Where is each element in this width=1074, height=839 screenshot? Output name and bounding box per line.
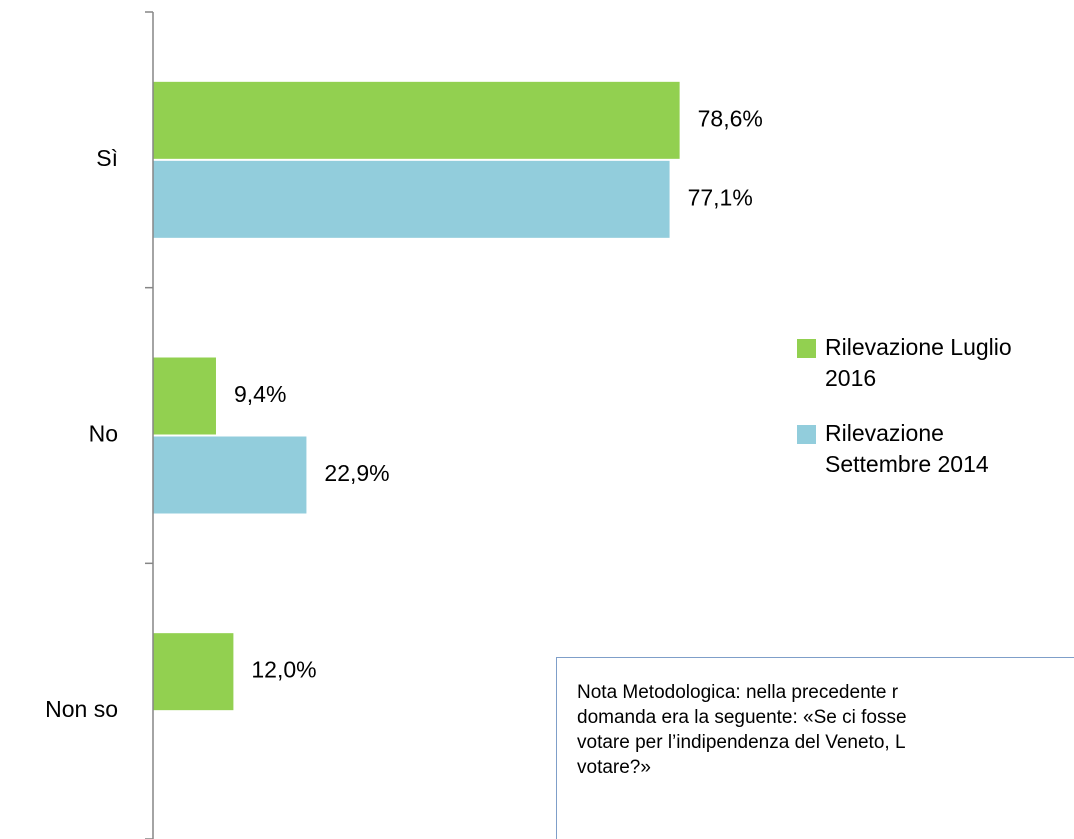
note-line: votare?»: [577, 757, 651, 778]
bar: [153, 633, 234, 711]
data-label: 78,6%: [698, 105, 763, 131]
data-label: 77,1%: [688, 184, 753, 210]
data-label: 22,9%: [324, 460, 389, 486]
bar: [153, 81, 680, 159]
bar: [153, 357, 216, 435]
legend-item: Rilevazione Luglio 2016: [797, 332, 1015, 394]
y-tick-label: No: [89, 421, 118, 447]
note-line: domanda era la seguente: «Se ci fosse: [577, 707, 907, 728]
legend-label: Rilevazione Luglio 2016: [825, 334, 1012, 391]
bar: [153, 436, 307, 514]
bar: [153, 160, 670, 238]
legend: Rilevazione Luglio 2016 Rilevazione Sette…: [797, 332, 1015, 504]
legend-swatch: [797, 339, 816, 358]
y-tick-label: Sì: [96, 145, 118, 171]
legend-swatch: [797, 425, 816, 444]
note-line: votare per l’indipendenza del Veneto, L: [577, 732, 906, 753]
note-line: Nota Metodologica: nella precedente r: [577, 682, 899, 703]
y-tick-label: Non so: [45, 696, 118, 722]
data-label: 9,4%: [234, 381, 286, 407]
note-box: Nota Metodologica: nella precedente r dom…: [556, 657, 1074, 839]
legend-item: Rilevazione Settembre 2014: [797, 418, 1015, 480]
legend-label: Rilevazione Settembre 2014: [825, 420, 989, 477]
data-label: 12,0%: [251, 657, 316, 683]
